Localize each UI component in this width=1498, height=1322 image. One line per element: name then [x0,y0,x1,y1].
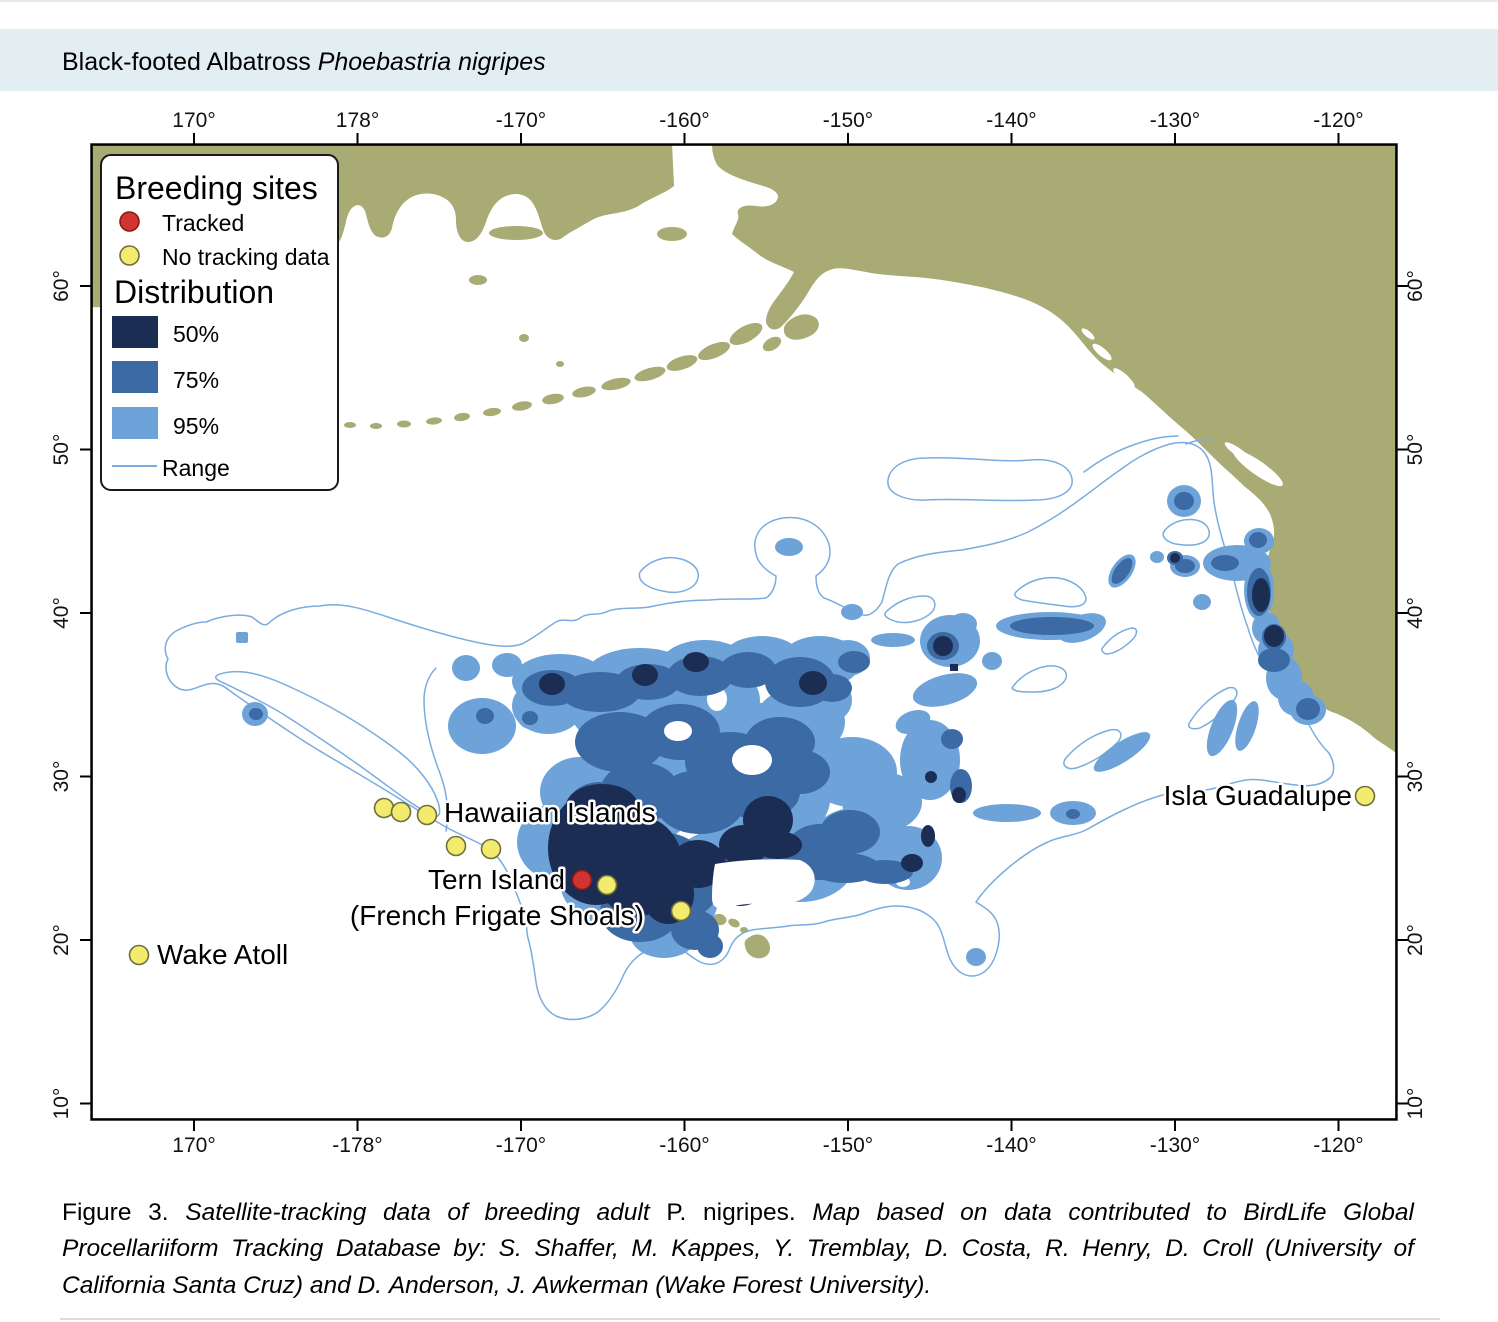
svg-text:Hawaiian Islands: Hawaiian Islands [444,797,656,828]
svg-text:-160°: -160° [659,1134,709,1157]
svg-text:-160°: -160° [659,109,709,132]
svg-text:(French Frigate Shoals): (French Frigate Shoals) [350,900,644,931]
svg-text:-170°: -170° [496,1134,546,1157]
svg-text:-140°: -140° [986,109,1036,132]
svg-text:178°: 178° [336,109,379,132]
svg-text:40°: 40° [1404,597,1427,629]
svg-text:60°: 60° [50,270,73,302]
svg-text:10°: 10° [50,1088,73,1120]
svg-text:-170°: -170° [496,109,546,132]
svg-text:30°: 30° [50,761,73,793]
svg-text:-178°: -178° [332,1134,382,1157]
svg-text:50°: 50° [1404,434,1427,466]
svg-text:-150°: -150° [823,1134,873,1157]
svg-text:-120°: -120° [1313,1134,1363,1157]
svg-text:-120°: -120° [1313,109,1363,132]
svg-text:170°: 170° [172,109,215,132]
svg-text:10°: 10° [1404,1088,1427,1120]
svg-text:40°: 40° [50,597,73,629]
svg-text:-130°: -130° [1150,1134,1200,1157]
svg-text:-140°: -140° [986,1134,1036,1157]
svg-text:20°: 20° [50,924,73,956]
svg-text:Tern Island: Tern Island [428,864,565,895]
svg-text:60°: 60° [1404,270,1427,302]
svg-text:50°: 50° [50,434,73,466]
svg-text:Wake Atoll: Wake Atoll [157,939,288,970]
svg-text:-150°: -150° [823,109,873,132]
svg-text:-130°: -130° [1150,109,1200,132]
svg-text:20°: 20° [1404,924,1427,956]
svg-text:30°: 30° [1404,761,1427,793]
svg-text:170°: 170° [172,1134,215,1157]
svg-text:Isla Guadalupe: Isla Guadalupe [1164,780,1352,811]
